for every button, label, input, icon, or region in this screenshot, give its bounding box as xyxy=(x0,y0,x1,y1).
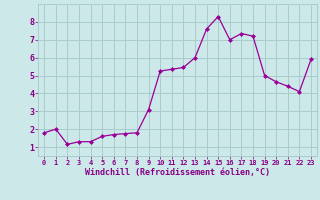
X-axis label: Windchill (Refroidissement éolien,°C): Windchill (Refroidissement éolien,°C) xyxy=(85,168,270,177)
